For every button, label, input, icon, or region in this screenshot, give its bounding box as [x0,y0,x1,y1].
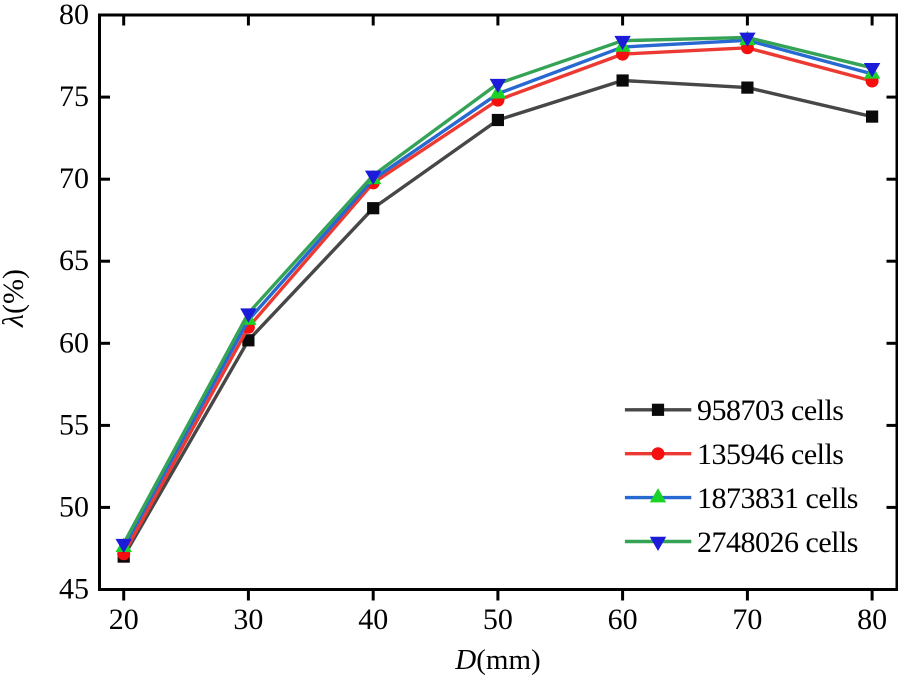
svg-text:70: 70 [732,603,762,636]
svg-text:D(mm): D(mm) [454,644,540,676]
svg-text:20: 20 [109,603,139,636]
svg-text:75: 75 [59,80,89,113]
svg-text:65: 65 [59,244,89,277]
svg-text:80: 80 [857,603,887,636]
svg-text:958703 cells: 958703 cells [697,394,843,427]
svg-text:70: 70 [59,162,89,195]
svg-text:40: 40 [358,603,388,636]
svg-text:50: 50 [59,490,89,523]
svg-text:30: 30 [233,603,263,636]
svg-text:2748026 cells: 2748026 cells [697,526,858,559]
svg-text:80: 80 [59,0,89,31]
svg-text:60: 60 [608,603,638,636]
svg-text:55: 55 [59,408,89,441]
svg-text:1873831 cells: 1873831 cells [697,482,858,515]
svg-text:45: 45 [59,573,89,606]
svg-text:60: 60 [59,326,89,359]
svg-text:135946 cells: 135946 cells [697,438,843,471]
svg-text:λ(%): λ(%) [0,269,30,328]
svg-text:50: 50 [483,603,513,636]
